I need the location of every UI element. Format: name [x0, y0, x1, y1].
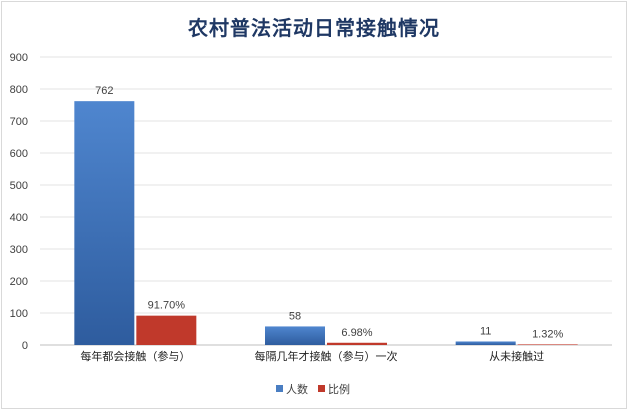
x-category-label: 每年都会接触（参与）	[80, 349, 190, 363]
data-label: 6.98%	[341, 327, 372, 339]
y-tick-label: 700	[10, 116, 28, 128]
data-label: 91.70%	[148, 300, 186, 312]
chart-title: 农村普法活动日常接触情况	[188, 16, 440, 40]
bar-count	[455, 341, 516, 345]
bar-count	[265, 326, 325, 345]
bar-ratio	[136, 315, 197, 345]
legend-swatch	[318, 385, 325, 392]
y-tick-label: 900	[10, 52, 28, 64]
y-tick-label: 400	[10, 212, 28, 224]
y-tick-label: 200	[10, 276, 28, 288]
y-tick-label: 600	[10, 148, 28, 160]
x-axis-categories: 每年都会接触（参与） 每隔几年才接触（参与）一次 从未接触过	[80, 349, 544, 363]
y-tick-label: 100	[10, 308, 28, 320]
x-category-label: 从未接触过	[489, 349, 544, 363]
bars	[74, 101, 578, 345]
bar-ratio	[327, 342, 387, 345]
bar-ratio	[517, 344, 578, 345]
y-tick-label: 300	[10, 244, 28, 256]
y-tick-label: 0	[22, 340, 28, 352]
y-axis-ticks: 0 100 200 300 400 500 600 700 800 900	[10, 52, 28, 352]
data-labels: 762 91.70% 58 6.98% 11 1.32%	[95, 85, 563, 340]
y-tick-label: 500	[10, 180, 28, 192]
data-label: 1.32%	[532, 329, 563, 341]
gridlines	[40, 56, 612, 346]
legend-label: 人数	[286, 383, 308, 396]
legend-label: 比例	[328, 382, 350, 396]
data-label: 762	[95, 85, 113, 97]
legend-swatch	[276, 385, 283, 392]
data-label: 11	[480, 325, 491, 337]
legend: 人数 比例	[276, 382, 350, 396]
bar-count	[74, 101, 135, 345]
data-label: 58	[289, 310, 301, 322]
y-tick-label: 800	[10, 84, 28, 96]
x-category-label: 每隔几年才接触（参与）一次	[255, 349, 398, 363]
